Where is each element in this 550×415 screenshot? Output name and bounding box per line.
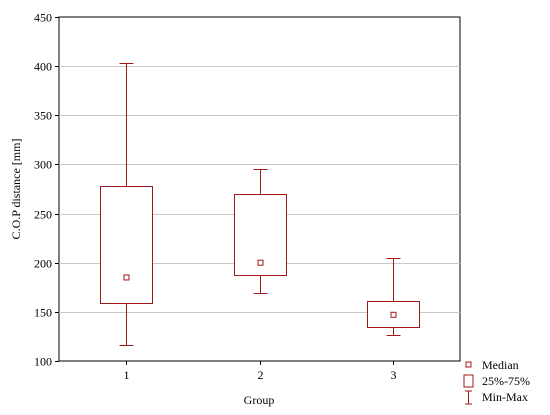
median-marker xyxy=(390,311,397,318)
legend: Median 25%-75% Min-Max xyxy=(463,358,530,405)
y-tick-label: 200 xyxy=(34,257,52,271)
legend-whisker-marker xyxy=(465,390,472,405)
median-marker xyxy=(257,259,264,266)
box-series xyxy=(100,63,420,346)
y-tick-label: 300 xyxy=(34,158,52,172)
y-tick-label: 100 xyxy=(34,355,52,369)
y-axis-ticks: 100 150 200 250 300 350 400 450 xyxy=(34,11,59,369)
x-axis-ticks: 1 2 3 xyxy=(124,361,397,382)
y-tick-label: 450 xyxy=(34,11,52,25)
legend-box-label: 25%-75% xyxy=(482,374,530,388)
iqr-box xyxy=(100,186,153,304)
y-axis-title: C.O.P distance [mm] xyxy=(9,139,23,240)
box-group-2 xyxy=(234,169,287,294)
box-group-1 xyxy=(100,63,153,346)
x-tick-label: 1 xyxy=(124,368,130,382)
legend-median-label: Median xyxy=(482,358,519,372)
y-tick-label: 150 xyxy=(34,306,52,320)
y-tick-label: 350 xyxy=(34,109,52,123)
legend-median-marker xyxy=(465,361,472,368)
x-axis-title: Group xyxy=(244,393,275,407)
legend-box-marker xyxy=(463,374,474,388)
legend-minmax-label: Min-Max xyxy=(482,390,528,404)
plot-frame xyxy=(58,16,461,362)
y-tick-label: 250 xyxy=(34,208,52,222)
box-group-3 xyxy=(367,258,420,336)
median-marker xyxy=(123,274,130,281)
y-tick-label: 400 xyxy=(34,60,52,74)
x-tick-label: 2 xyxy=(258,368,264,382)
x-tick-label: 3 xyxy=(391,368,397,382)
